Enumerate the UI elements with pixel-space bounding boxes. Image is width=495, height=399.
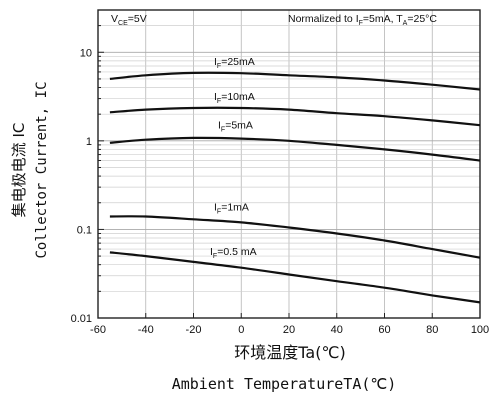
series-label: IF=5mA bbox=[218, 119, 253, 133]
series-group: IF=25mA IF=10mA IF=5mA IF=1mA IF=0.5 mA bbox=[109, 56, 481, 304]
series-label: IF=25mA bbox=[214, 56, 255, 70]
series-label: IF=1mA bbox=[214, 202, 249, 216]
series-line bbox=[109, 215, 481, 259]
x-tick-label: -40 bbox=[138, 324, 154, 336]
y-tick-label: 0.01 bbox=[71, 313, 92, 325]
axis-ticks: -60 -40 -20 0 20 40 60 80 100 0.01 0.1 1 10 bbox=[71, 9, 489, 336]
condition-annotation: VCE=5V bbox=[111, 13, 147, 27]
y-axis-title-en: Collector Current, IC bbox=[34, 81, 50, 258]
x-axis-title-en: Ambient TemperatureTA(℃) bbox=[172, 375, 397, 393]
x-tick-label: 0 bbox=[238, 324, 244, 336]
y-axis-title-cn: 集电极电流 IC bbox=[10, 123, 28, 218]
x-axis-title-cn: 环境温度Ta(℃) bbox=[234, 343, 345, 362]
x-tick-label: 40 bbox=[331, 324, 343, 336]
series-label: IF=0.5 mA bbox=[210, 246, 257, 260]
series-line bbox=[109, 251, 481, 304]
x-tick-label: 60 bbox=[378, 324, 390, 336]
normalization-annotation: Normalized to IF=5mA, TA=25°C bbox=[288, 13, 437, 27]
y-tick-label: 0.1 bbox=[77, 224, 92, 236]
y-tick-label: 10 bbox=[80, 47, 92, 59]
series-label: IF=10mA bbox=[214, 91, 255, 105]
series-line bbox=[109, 71, 481, 91]
x-tick-label: -20 bbox=[186, 324, 202, 336]
series-line bbox=[109, 136, 481, 162]
x-tick-label: 20 bbox=[283, 324, 295, 336]
series-line bbox=[109, 106, 481, 127]
y-tick-label: 1 bbox=[86, 136, 92, 148]
x-tick-label: 80 bbox=[426, 324, 438, 336]
x-tick-label: -60 bbox=[90, 324, 106, 336]
grid bbox=[98, 10, 480, 318]
x-tick-label: 100 bbox=[471, 324, 489, 336]
